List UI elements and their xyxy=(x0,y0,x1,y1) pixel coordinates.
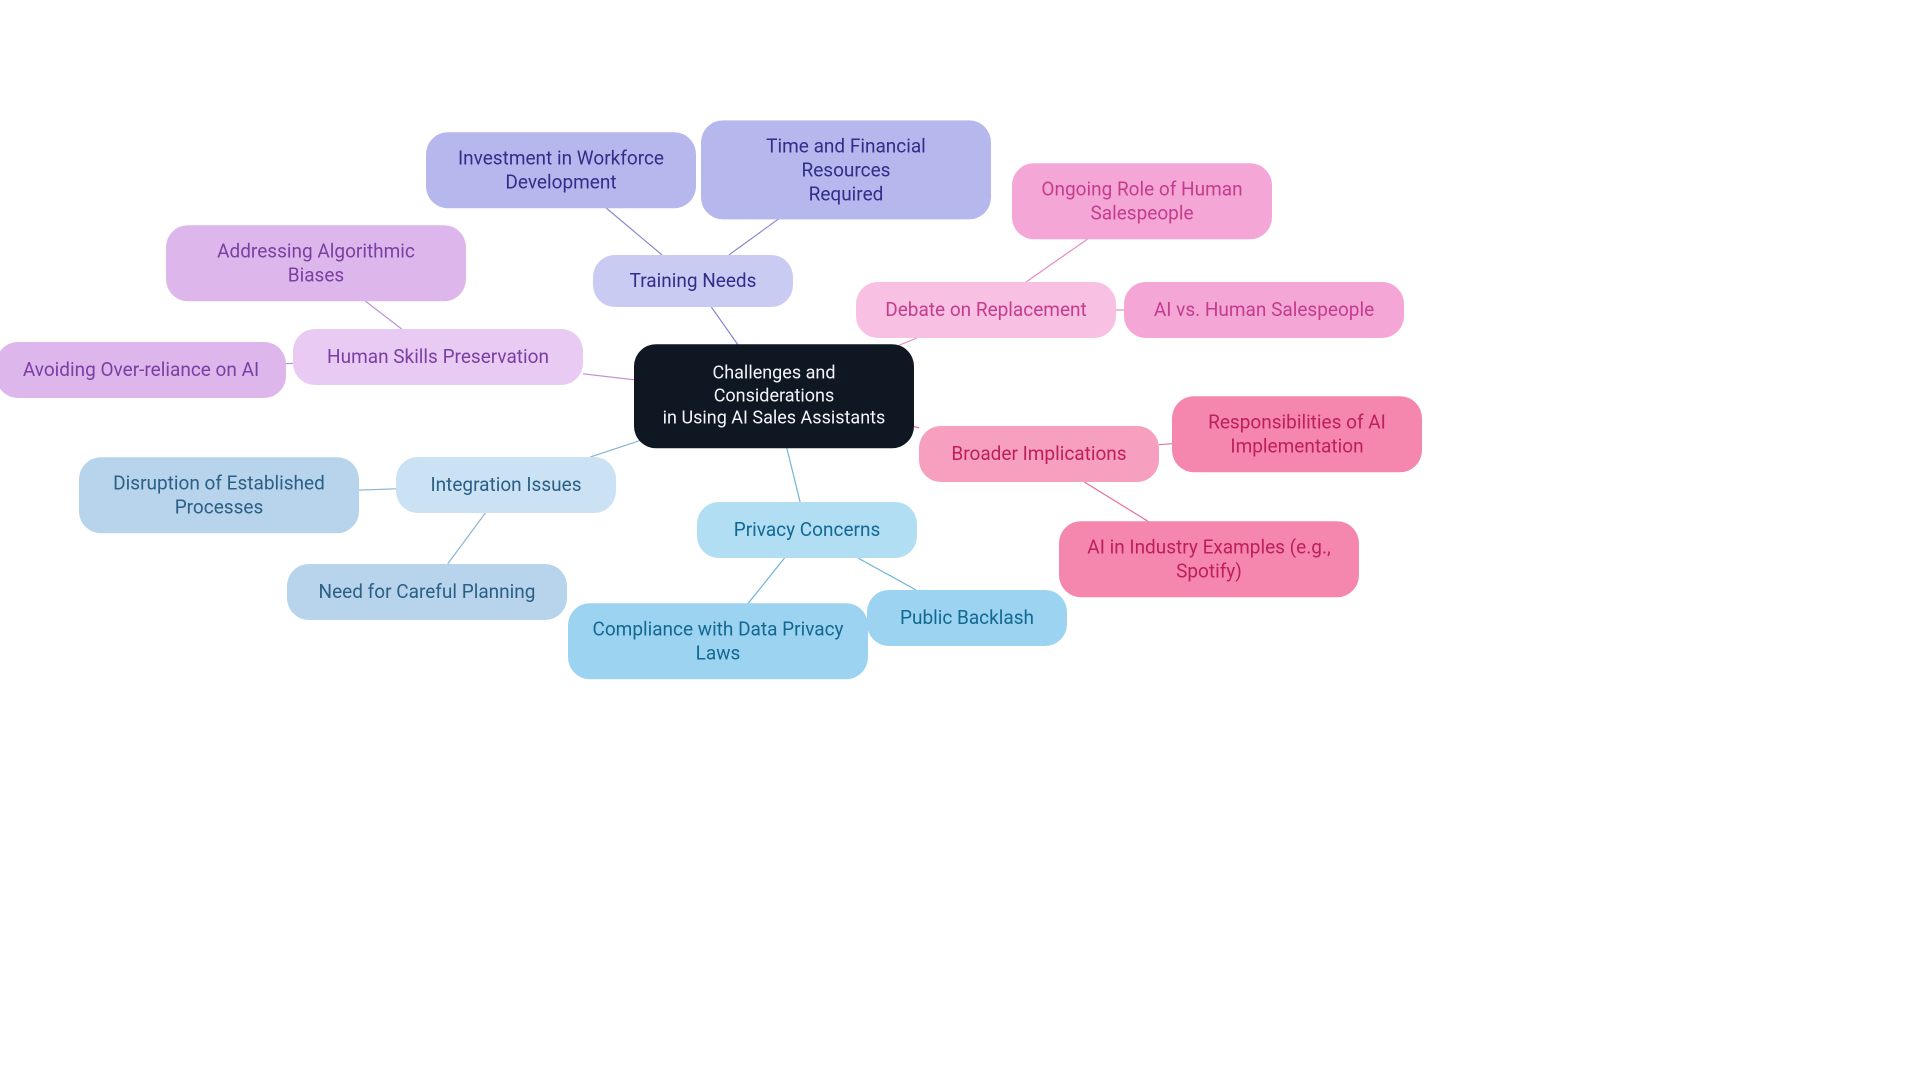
node-broader_b: AI in Industry Examples (e.g., Spotify) xyxy=(1059,521,1359,597)
node-integration_b: Need for Careful Planning xyxy=(287,564,567,620)
node-training: Training Needs xyxy=(593,255,793,307)
node-label: AI in Industry Examples (e.g., Spotify) xyxy=(1087,535,1330,583)
edge-replacement-replacement_a xyxy=(1026,236,1092,282)
edge-integration-integration_a xyxy=(359,489,396,490)
node-label: AI vs. Human Salespeople xyxy=(1154,298,1374,322)
node-privacy: Privacy Concerns xyxy=(697,502,917,558)
node-replacement_b: AI vs. Human Salespeople xyxy=(1124,282,1404,338)
node-label: Need for Careful Planning xyxy=(319,580,536,604)
node-label: Integration Issues xyxy=(430,473,581,497)
node-label: Human Skills Preservation xyxy=(327,345,549,369)
node-label: Time and Financial Resources Required xyxy=(725,134,967,205)
node-label: Debate on Replacement xyxy=(885,298,1086,322)
node-label: Privacy Concerns xyxy=(734,518,881,542)
edge-center-broader xyxy=(914,427,919,428)
edge-privacy-privacy_b xyxy=(858,558,916,590)
node-training_a: Investment in Workforce Development xyxy=(426,132,696,208)
node-label: Ongoing Role of Human Salespeople xyxy=(1041,177,1242,225)
edge-training-training_a xyxy=(603,205,662,255)
node-label: Responsibilities of AI Implementation xyxy=(1208,410,1386,458)
node-broader: Broader Implications xyxy=(919,426,1159,482)
node-humanskills_b: Avoiding Over-reliance on AI xyxy=(0,342,286,398)
node-privacy_b: Public Backlash xyxy=(867,590,1067,646)
node-broader_a: Responsibilities of AI Implementation xyxy=(1172,396,1422,472)
node-integration: Integration Issues xyxy=(396,457,616,513)
node-humanskills_a: Addressing Algorithmic Biases xyxy=(166,225,466,301)
node-label: Addressing Algorithmic Biases xyxy=(190,239,442,287)
node-integration_a: Disruption of Established Processes xyxy=(79,457,359,533)
node-label: Training Needs xyxy=(630,269,757,293)
node-label: Challenges and Considerations in Using A… xyxy=(660,362,888,430)
edge-center-humanskills xyxy=(583,374,634,380)
node-label: Avoiding Over-reliance on AI xyxy=(23,358,259,382)
edge-privacy-privacy_a xyxy=(746,558,784,606)
node-humanskills: Human Skills Preservation xyxy=(293,329,583,385)
node-replacement: Debate on Replacement xyxy=(856,282,1116,338)
node-label: Public Backlash xyxy=(900,606,1034,630)
node-center: Challenges and Considerations in Using A… xyxy=(634,344,914,448)
edge-broader-broader_b xyxy=(1084,482,1152,524)
node-label: Broader Implications xyxy=(951,442,1126,466)
node-privacy_a: Compliance with Data Privacy Laws xyxy=(568,603,868,679)
edge-integration-integration_b xyxy=(448,513,486,564)
node-replacement_a: Ongoing Role of Human Salespeople xyxy=(1012,163,1272,239)
node-training_b: Time and Financial Resources Required xyxy=(701,120,991,219)
edge-broader-broader_a xyxy=(1159,444,1172,445)
node-label: Investment in Workforce Development xyxy=(458,146,664,194)
node-label: Compliance with Data Privacy Laws xyxy=(592,617,843,665)
node-label: Disruption of Established Processes xyxy=(113,471,325,519)
